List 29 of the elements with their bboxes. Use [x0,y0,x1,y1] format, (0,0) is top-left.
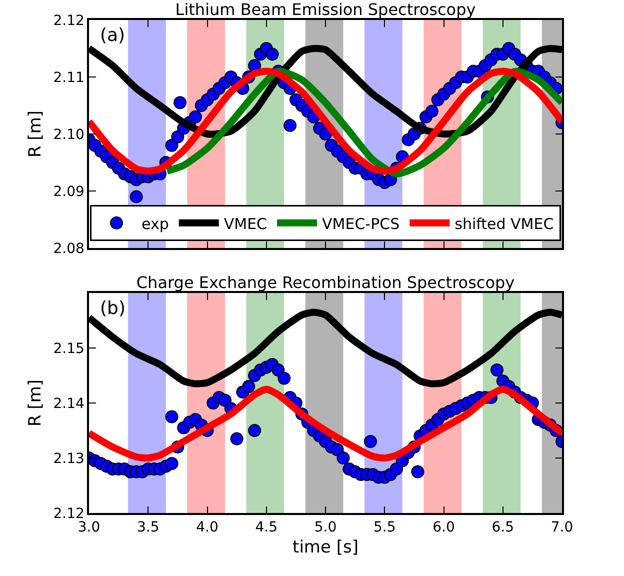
y-axis-title: R [m] [25,110,46,158]
y-tick-label: 2.12 [53,506,84,522]
chart-title: Lithium Beam Emission Spectroscopy [175,0,476,19]
annotation: (a) [100,25,126,46]
x-tick-label: 7.0 [550,520,574,536]
y-tick-label: 2.12 [53,12,84,29]
x-tick-label: 4.5 [255,520,278,536]
x-tick-label: 3.5 [136,520,160,536]
x-tick-label: 6.5 [492,520,514,536]
y-tick-label: 2.15 [53,340,84,357]
y-tick-label: 2.11 [53,70,84,86]
x-tick-label: 3.0 [78,520,100,536]
y-tick-label: 2.09 [53,184,84,200]
x-axis-title: time [s] [292,537,358,558]
y-tick-label: 2.14 [53,396,85,412]
x-tick-label: 5.0 [314,520,337,536]
x-tick-label: 4.0 [196,520,218,536]
legend-label: exp [142,214,169,233]
x-tick-label: 5.5 [373,520,396,536]
y-tick-label: 2.13 [53,450,84,467]
legend-label: VMEC-PCS [322,214,400,233]
y-tick-label: 2.10 [53,126,84,143]
y-tick-label: 2.08 [53,240,84,257]
y-axis-title: R [m] [25,379,46,427]
x-tick-label: 6.0 [432,520,455,536]
legend-label: VMEC [224,214,268,233]
annotation: (b) [100,298,126,319]
legend-label: shifted VMEC [454,214,554,233]
chart-title: Charge Exchange Recombination Spectroscopy [136,273,515,292]
